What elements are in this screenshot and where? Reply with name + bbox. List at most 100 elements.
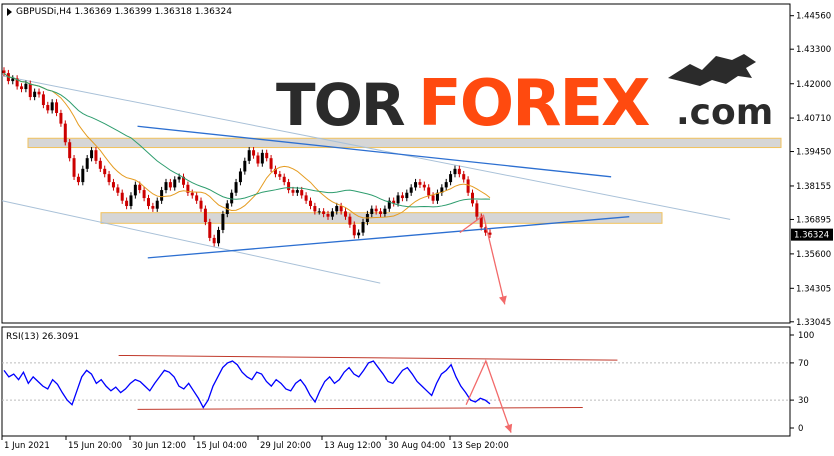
candle-body bbox=[238, 171, 242, 183]
candle-body bbox=[177, 176, 181, 180]
rsi-channel-line bbox=[137, 407, 583, 410]
candle-body bbox=[330, 211, 334, 217]
candle-body bbox=[440, 187, 444, 193]
candle-body bbox=[208, 221, 212, 238]
candle-body bbox=[265, 152, 269, 159]
rsi-line bbox=[3, 360, 491, 409]
candle-body bbox=[186, 184, 190, 193]
candle-body bbox=[396, 195, 400, 204]
candle-body bbox=[400, 195, 404, 199]
candle-body bbox=[291, 190, 295, 193]
candle-body bbox=[488, 232, 492, 235]
candle-body bbox=[173, 179, 177, 188]
candle-body bbox=[431, 195, 435, 201]
candle-body bbox=[142, 190, 146, 199]
candle-body bbox=[81, 168, 85, 183]
price-axis: 1.44560 1.43300 1.42000 1.40710 1.39450 1.381… bbox=[790, 12, 831, 328]
candle-body bbox=[94, 150, 98, 161]
candle-body bbox=[269, 158, 273, 169]
current-price-badge bbox=[791, 228, 833, 241]
price-axis-label: 1.36895 bbox=[796, 215, 831, 225]
price-axis-label: 1.34305 bbox=[796, 284, 831, 294]
candle-body bbox=[260, 152, 264, 164]
symbol-triangle-icon bbox=[7, 8, 12, 16]
symbol-ohlc-header: GBPUSDi,H4 1.36369 1.36399 1.36318 1.363… bbox=[16, 7, 232, 17]
candle-body bbox=[41, 94, 45, 106]
price-axis-label: 1.33045 bbox=[796, 318, 831, 328]
candle-body bbox=[203, 208, 207, 222]
chart-header: GBPUSDi,H4 1.36369 1.36399 1.36318 1.363… bbox=[7, 7, 232, 17]
candle-body bbox=[212, 237, 216, 244]
rsi-axis-label: 0 bbox=[798, 424, 803, 434]
price-panel-frame bbox=[1, 3, 791, 324]
candle-body bbox=[190, 192, 194, 196]
candle-body bbox=[120, 192, 124, 201]
candle-body bbox=[125, 200, 129, 207]
candle-body bbox=[37, 91, 41, 95]
channel-line-light bbox=[1, 75, 731, 220]
candle-body bbox=[287, 182, 291, 191]
candle-body bbox=[116, 187, 120, 193]
rsi-panel-frame bbox=[1, 326, 791, 437]
candle-body bbox=[256, 155, 260, 164]
price-axis-label: 1.42000 bbox=[796, 80, 831, 90]
candle-body bbox=[133, 184, 137, 196]
candle-body bbox=[199, 200, 203, 209]
candle-body bbox=[111, 182, 115, 188]
candle-body bbox=[427, 187, 431, 196]
candle-body bbox=[418, 182, 422, 185]
candle-body bbox=[282, 176, 286, 183]
candle-body bbox=[383, 208, 387, 215]
candle-body bbox=[379, 211, 383, 215]
candle-body bbox=[273, 168, 277, 175]
candle-body bbox=[72, 158, 76, 177]
time-axis: 1 Jun 2021 15 Jun 20:00 30 Jun 12:00 15 Jul… bbox=[1, 436, 509, 451]
candle-body bbox=[243, 160, 247, 172]
time-axis-label: 1 Jun 2021 bbox=[4, 441, 50, 451]
rsi-axis-label: 100 bbox=[798, 331, 814, 341]
candle-body bbox=[435, 192, 439, 201]
candle-body bbox=[444, 182, 448, 188]
candle-body bbox=[234, 182, 238, 193]
candle-body bbox=[422, 184, 426, 188]
current-price-label: 1.36324 bbox=[794, 231, 829, 241]
candle-body bbox=[195, 195, 199, 201]
candle-body bbox=[76, 176, 80, 183]
candle-body bbox=[28, 83, 32, 98]
candle-body bbox=[230, 192, 234, 204]
candles bbox=[2, 67, 492, 247]
candle-body bbox=[361, 221, 365, 233]
candle-body bbox=[479, 216, 483, 228]
bull-icon bbox=[668, 54, 756, 86]
candle-body bbox=[146, 198, 150, 207]
rsi-axis: 100 70 30 0 bbox=[790, 331, 814, 434]
candle-body bbox=[168, 182, 172, 188]
candle-body bbox=[247, 150, 251, 161]
torforex-logo: TOR FOREX .com bbox=[276, 54, 773, 141]
candle-body bbox=[182, 176, 186, 185]
candle-body bbox=[304, 195, 308, 201]
candle-body bbox=[308, 200, 312, 207]
rsi-label: RSI(13) 26.3091 bbox=[6, 332, 79, 342]
candle-body bbox=[90, 150, 94, 159]
time-axis-label: 15 Jul 04:00 bbox=[196, 441, 247, 451]
candle-body bbox=[2, 70, 6, 74]
candle-body bbox=[326, 214, 330, 217]
candle-body bbox=[344, 211, 348, 217]
candle-body bbox=[68, 142, 72, 159]
candle-body bbox=[370, 208, 374, 215]
candle-body bbox=[374, 208, 378, 212]
logo-text-com: .com bbox=[676, 92, 773, 133]
candle-body bbox=[155, 200, 159, 209]
candle-body bbox=[138, 184, 142, 191]
candle-body bbox=[160, 190, 164, 201]
candle-body bbox=[252, 150, 256, 156]
candle-body bbox=[50, 102, 54, 111]
candle-body bbox=[466, 179, 470, 193]
price-axis-label: 1.39450 bbox=[796, 148, 831, 158]
forecast-arrow-price-head bbox=[498, 295, 507, 305]
candle-body bbox=[20, 86, 24, 90]
candle-body bbox=[164, 182, 168, 191]
price-axis-label: 1.44560 bbox=[796, 12, 831, 22]
